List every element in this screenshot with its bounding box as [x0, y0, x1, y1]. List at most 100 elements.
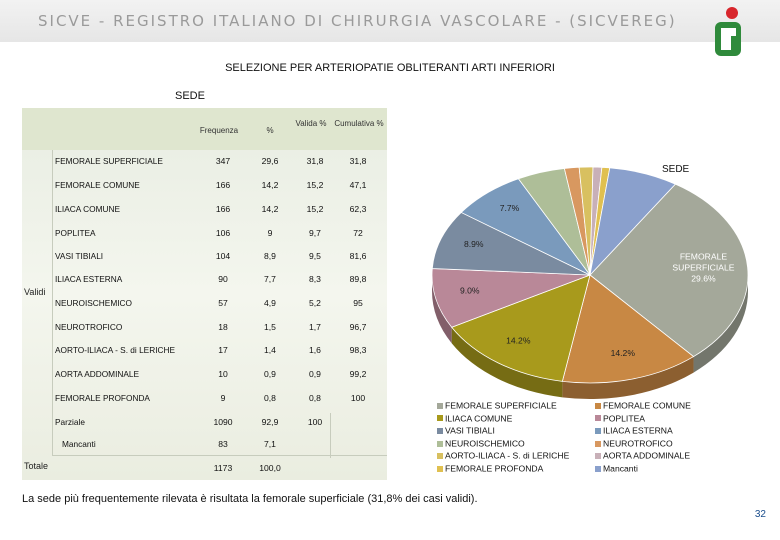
row-freq: 17 [218, 345, 228, 355]
table-row: AORTA ADDOMINALE 10 0,9 0,9 99,2 [55, 367, 385, 385]
legend-item: AORTO-ILIACA - S. di LERICHE [437, 450, 569, 463]
legend-item: POPLITEA [595, 413, 691, 426]
row-pct: 4,9 [264, 298, 276, 308]
pie-slice-side [693, 275, 748, 373]
col-cumulativa: Cumulativa % [334, 119, 384, 128]
row-name: AORTO-ILIACA - S. di LERICHE [55, 345, 176, 355]
row-freq: 1090 [213, 417, 233, 427]
pie-slice-label: 8.9% [464, 239, 484, 249]
legend-label: NEUROTROFICO [603, 438, 673, 449]
row-freq: 166 [215, 180, 231, 190]
row-valid: 31,8 [306, 156, 324, 166]
row-valid: 15,2 [306, 204, 324, 214]
table-row: 1173 100,0 [55, 461, 385, 479]
legend-item: NEUROISCHEMICO [437, 438, 569, 451]
legend-label: FEMORALE SUPERFICIALE [445, 400, 557, 411]
chart-title: SEDE [662, 164, 690, 175]
legend-item: ILIACA ESTERNA [595, 425, 691, 438]
table-row: ILIACA ESTERNA 90 7,7 8,3 89,8 [55, 272, 385, 290]
row-name: ILIACA COMUNE [55, 204, 121, 214]
row-valid: 9,5 [309, 251, 321, 261]
col-valida: Valida % [295, 119, 327, 128]
col-percent: % [266, 126, 274, 135]
pie-slice [589, 167, 677, 277]
pie-slice [431, 268, 591, 328]
legend-item: FEMORALE PROFONDA [437, 463, 569, 476]
row-name: FEMORALE COMUNE [55, 180, 140, 190]
pie-slice [431, 211, 591, 276]
table-row: NEUROISCHEMICO 57 4,9 5,2 95 [55, 296, 385, 314]
row-freq: 18 [218, 322, 228, 332]
row-pct: 92,9 [261, 417, 279, 427]
row-cum: 62,3 [349, 204, 367, 214]
legend-swatch [437, 440, 443, 447]
legend-swatch [437, 402, 443, 409]
legend-swatch [595, 402, 601, 409]
row-valid: 0,8 [309, 393, 321, 403]
frequency-table: Frequenza % Valida % Cumulativa % [22, 108, 387, 480]
group-validi: Validi [24, 287, 46, 297]
table-caption: SEDE [175, 90, 205, 102]
legend-item: FEMORALE SUPERFICIALE [437, 400, 569, 413]
row-pct: 1,4 [264, 345, 276, 355]
slide-header: SICVE - REGISTRO ITALIANO DI CHIRURGIA V… [0, 0, 780, 42]
row-valid: 5,2 [309, 298, 321, 308]
pie-slice-side [451, 327, 563, 398]
legend-label: Mancanti [603, 463, 638, 474]
row-pct: 14,2 [261, 204, 279, 214]
table-row: Mancanti 83 7,1 [62, 437, 392, 455]
legend-label: ILIACA COMUNE [445, 413, 513, 424]
legend-item: FEMORALE COMUNE [595, 400, 691, 413]
row-valid: 100 [307, 417, 323, 427]
row-pct: 7,7 [264, 274, 276, 284]
registry-logo [715, 7, 741, 56]
legend-swatch [595, 453, 601, 460]
row-name: VASI TIBIALI [55, 251, 104, 261]
row-freq: 90 [218, 274, 228, 284]
table-row: AORTO-ILIACA - S. di LERICHE 17 1,4 1,6 … [55, 343, 385, 361]
pie-slice-side [562, 356, 694, 399]
legend-swatch [595, 415, 601, 422]
sede-pie-chart: SEDE FEMORALE SUPERFICIALE 29.6% 14.2% 14.2%… [431, 164, 749, 399]
legend-swatch [437, 453, 443, 460]
table-row: FEMORALE COMUNE 166 14,2 15,2 47,1 [55, 178, 385, 196]
legend-swatch [437, 427, 443, 434]
pie-slice-label: 14.2% [506, 336, 531, 346]
pie-slice [561, 274, 695, 384]
legend-swatch [437, 415, 443, 422]
footnote: La sede più frequentemente rilevata è ri… [22, 493, 478, 505]
row-cum: 31,8 [349, 156, 367, 166]
row-pct: 29,6 [261, 156, 279, 166]
row-valid: 15,2 [306, 180, 324, 190]
pie-slice-label: 14.2% [611, 348, 636, 358]
legend-left: FEMORALE SUPERFICIALE ILIACA COMUNE VASI… [437, 400, 569, 476]
group-totale: Totale [24, 461, 49, 471]
row-freq: 1173 [213, 463, 233, 473]
legend-label: POPLITEA [603, 413, 646, 424]
row-valid: 1,7 [309, 322, 321, 332]
col-frequenza: Frequenza [199, 126, 239, 135]
legend-item: AORTA ADDOMINALE [595, 450, 691, 463]
slide-subtitle: SELEZIONE PER ARTERIOPATIE OBLITERANTI A… [225, 62, 555, 74]
legend-right: FEMORALE COMUNE POPLITEA ILIACA ESTERNA … [595, 400, 691, 476]
pie-slice-label: 9.0% [460, 286, 480, 296]
pie-slice [589, 183, 749, 358]
legend-label: FEMORALE PROFONDA [445, 463, 544, 474]
row-cum: 81,6 [349, 251, 367, 261]
row-freq: 106 [215, 228, 231, 238]
row-cum: 99,2 [349, 369, 367, 379]
table-row: Parziale 1090 92,9 100 [55, 415, 385, 433]
legend-label: VASI TIBIALI [445, 425, 495, 436]
registry-title: SICVE - REGISTRO ITALIANO DI CHIRURGIA V… [38, 12, 677, 30]
pie-slice [451, 274, 591, 382]
row-freq: 57 [218, 298, 228, 308]
legend-item: Mancanti [595, 463, 691, 476]
table-row: FEMORALE PROFONDA 9 0,8 0,8 100 [55, 391, 385, 409]
table-row: VASI TIBIALI 104 8,9 9,5 81,6 [55, 249, 385, 267]
legend-swatch [595, 427, 601, 434]
row-pct: 100,0 [259, 463, 281, 473]
table-row: POPLITEA 106 9 9,7 72 [55, 226, 385, 244]
row-freq: 9 [220, 393, 226, 403]
page-number: 32 [754, 509, 766, 520]
row-cum: 95 [353, 298, 363, 308]
